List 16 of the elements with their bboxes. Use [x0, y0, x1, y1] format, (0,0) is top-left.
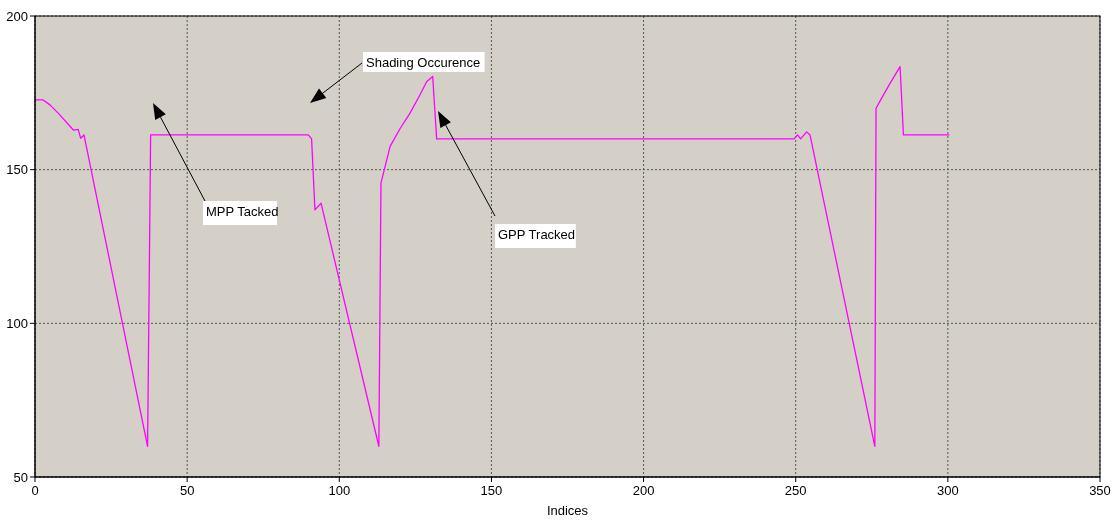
y-tick-label: 50: [13, 469, 28, 485]
x-tick-label: 200: [632, 483, 655, 498]
y-tick-label: 150: [6, 162, 28, 178]
x-tick-label: 50: [179, 483, 195, 498]
y-tick-label: 100: [6, 315, 28, 331]
x-axis-title: Indices: [546, 503, 589, 518]
x-tick-label: 350: [1089, 483, 1111, 498]
x-tick-label: 100: [328, 483, 351, 498]
y-tick-label: 200: [6, 8, 28, 24]
annotation: MPP Tacked: [206, 204, 279, 219]
x-tick-label: 0: [31, 483, 39, 498]
x-tick-label: 250: [784, 483, 807, 498]
x-tick-label: 300: [937, 483, 959, 498]
annotation: Shading Occurence: [366, 55, 481, 70]
annotation: GPP Tracked: [498, 227, 576, 242]
x-tick-label: 150: [480, 483, 503, 498]
